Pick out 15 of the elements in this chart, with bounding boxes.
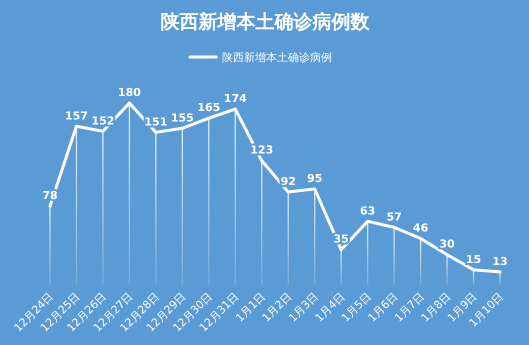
data-label: 165 (197, 101, 220, 114)
data-label: 174 (224, 92, 248, 106)
data-label: 92 (280, 174, 296, 188)
data-label: 157 (64, 109, 88, 122)
data-label: 13 (492, 254, 508, 268)
data-label: 180 (118, 86, 142, 99)
data-label: 63 (360, 204, 376, 218)
data-label: 155 (170, 111, 194, 124)
data-label: 57 (386, 210, 402, 224)
chart-title: 陕西新增本土确诊病例数 (160, 11, 370, 33)
data-label: 95 (307, 172, 322, 185)
legend-label: 陕西新增本土确诊病例 (222, 51, 332, 64)
data-label: 15 (466, 252, 482, 266)
data-label: 30 (439, 238, 456, 251)
data-label: 46 (412, 221, 429, 234)
